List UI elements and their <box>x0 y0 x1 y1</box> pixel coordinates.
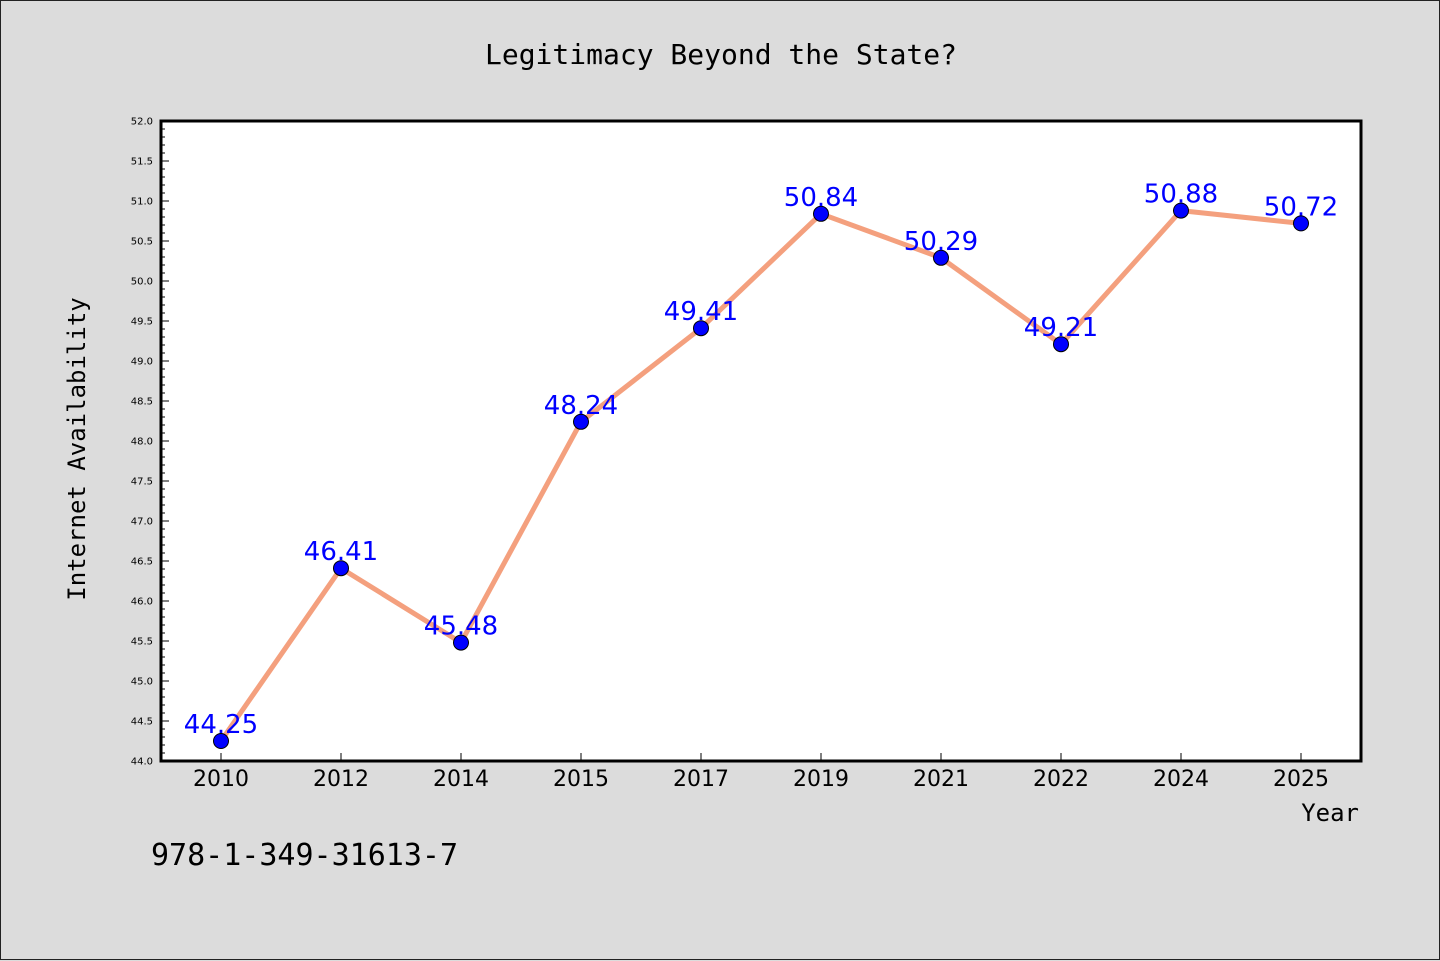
data-label: 45.48 <box>424 612 498 642</box>
data-label: 49.21 <box>1024 313 1098 343</box>
data-label: 50.72 <box>1264 192 1338 222</box>
data-label: 44.25 <box>184 710 258 740</box>
data-label: 46.41 <box>304 537 378 567</box>
data-label: 50.84 <box>784 183 858 213</box>
data-point <box>573 413 589 430</box>
plot-frame <box>159 119 1363 763</box>
y-tick-label: 47.5 <box>131 477 153 488</box>
series-line <box>218 208 1304 744</box>
y-tick-label: 49.5 <box>131 317 153 328</box>
data-point <box>333 560 349 577</box>
y-tick-label: 47.0 <box>131 517 153 528</box>
chart-title: Legitimacy Beyond the State? <box>485 38 957 71</box>
y-tick-label: 46.0 <box>131 597 153 608</box>
y-tick-label: 52.0 <box>131 117 153 128</box>
data-labels: 44.25 46.41 45.48 48.24 49.41 50.84 50.29 49.21… <box>184 180 1338 740</box>
y-axis: 44.0 44.5 45.0 45.5 46.0 46.5 47.0 47.5 48.0 48.5… <box>131 117 169 768</box>
x-tick-label: 2021 <box>913 767 969 792</box>
y-tick-label: 44.0 <box>131 757 153 768</box>
data-label: 48.24 <box>544 391 618 421</box>
data-label: 50.88 <box>1144 180 1218 210</box>
x-tick-label: 2010 <box>193 767 249 792</box>
data-label: 49.41 <box>664 297 738 327</box>
y-tick-label: 51.0 <box>131 197 153 208</box>
y-tick-label: 50.5 <box>131 237 153 248</box>
data-markers <box>213 202 1309 749</box>
isbn-footer: 978-1-349-31613-7 <box>151 838 458 873</box>
x-tick-label: 2025 <box>1273 767 1329 792</box>
y-axis-label: Internet Availability <box>63 297 91 600</box>
y-tick-label: 48.0 <box>131 437 153 448</box>
data-point <box>693 320 709 337</box>
data-point <box>813 205 829 222</box>
data-point <box>213 733 229 749</box>
data-point <box>1053 336 1069 353</box>
y-tick-label: 49.0 <box>131 357 153 368</box>
x-tick-label: 2012 <box>313 767 369 792</box>
y-tick-label: 45.0 <box>131 677 153 688</box>
x-tick-label: 2014 <box>433 767 489 792</box>
y-tick-label: 46.5 <box>131 557 153 568</box>
x-tick-label: 2022 <box>1033 767 1089 792</box>
y-tick-label: 44.5 <box>131 717 153 728</box>
y-tick-label: 50.0 <box>131 277 153 288</box>
y-tick-label: 51.5 <box>131 157 153 168</box>
x-tick-label: 2017 <box>673 767 729 792</box>
x-tick-label: 2024 <box>1153 767 1209 792</box>
x-axis: 2010 2012 2014 2015 2017 2019 2021 2022 2024 2025 <box>193 753 1329 792</box>
data-label: 50.29 <box>904 227 978 257</box>
x-tick-label: 2019 <box>793 767 849 792</box>
y-tick-label: 48.5 <box>131 397 153 408</box>
plot-area <box>161 121 1361 761</box>
data-point <box>933 249 949 266</box>
y-tick-label: 45.5 <box>131 637 153 648</box>
data-point <box>1173 202 1189 219</box>
data-point <box>453 634 469 651</box>
x-axis-label: Year <box>1301 799 1359 827</box>
x-tick-label: 2015 <box>553 767 609 792</box>
data-point <box>1293 215 1309 232</box>
